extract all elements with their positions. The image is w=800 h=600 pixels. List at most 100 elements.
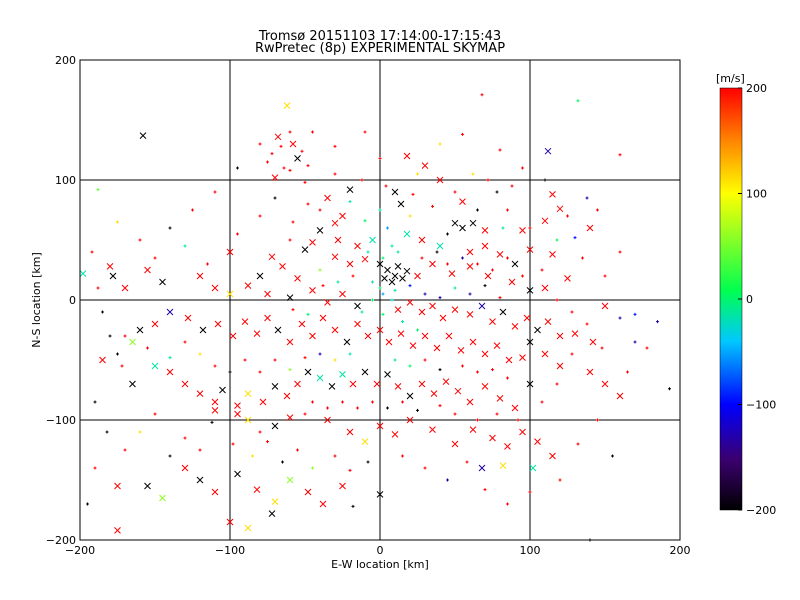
data-point — [486, 178, 490, 182]
data-point — [409, 342, 417, 349]
data-point — [386, 226, 389, 230]
data-point — [549, 452, 556, 460]
data-point — [101, 310, 104, 314]
data-point — [346, 428, 354, 436]
data-point — [298, 320, 306, 328]
y-tick-label: 200 — [55, 54, 76, 67]
data-point — [348, 468, 352, 472]
data-point — [521, 274, 524, 278]
data-point — [393, 358, 397, 362]
data-point — [289, 140, 297, 148]
data-point — [286, 294, 294, 301]
data-point — [270, 152, 274, 156]
data-point — [378, 208, 382, 212]
data-point — [611, 454, 614, 458]
data-point — [331, 219, 339, 227]
data-point — [348, 200, 352, 204]
data-point — [505, 356, 513, 364]
x-tick-label: 100 — [520, 544, 541, 557]
data-point — [376, 326, 384, 334]
data-point — [114, 527, 121, 534]
data-point — [228, 370, 232, 374]
data-point — [226, 290, 234, 298]
data-point — [196, 476, 204, 484]
data-point — [259, 398, 267, 406]
data-point — [499, 462, 507, 469]
data-point — [159, 494, 166, 502]
data-point — [429, 260, 436, 268]
data-point — [445, 332, 453, 340]
data-point — [346, 186, 354, 193]
data-point — [93, 400, 97, 404]
data-point — [581, 256, 584, 260]
data-point — [378, 156, 382, 160]
data-point — [333, 144, 337, 148]
data-point — [86, 502, 89, 506]
y-tick-label: −200 — [46, 534, 76, 547]
data-point — [381, 275, 388, 282]
data-point — [498, 296, 502, 300]
data-point — [429, 302, 436, 310]
grid-lines — [80, 60, 680, 540]
data-point — [244, 524, 252, 532]
data-point — [483, 284, 487, 288]
data-point — [196, 272, 204, 280]
data-point — [429, 426, 436, 433]
colorbar-tick-label: −200 — [746, 504, 776, 517]
data-point — [144, 482, 151, 490]
data-point — [469, 219, 477, 227]
colorbar-label: [m/s] — [716, 72, 745, 85]
data-point — [168, 454, 172, 458]
data-point — [251, 454, 254, 458]
data-point — [349, 380, 357, 388]
data-point — [573, 236, 577, 240]
data-point — [181, 380, 189, 388]
data-point — [326, 406, 329, 410]
data-point — [256, 272, 264, 280]
data-point — [481, 350, 489, 358]
data-point — [244, 282, 252, 289]
data-point — [498, 148, 502, 152]
data-point — [451, 440, 459, 448]
data-points — [79, 93, 671, 542]
data-point — [183, 340, 187, 344]
data-point — [153, 412, 157, 416]
data-point — [438, 296, 442, 300]
data-point — [286, 414, 294, 421]
data-point — [79, 270, 87, 277]
data-point — [438, 368, 442, 372]
data-point — [309, 287, 316, 294]
data-point — [633, 340, 637, 344]
data-point — [384, 266, 391, 274]
data-point — [423, 358, 427, 362]
data-point — [451, 219, 459, 227]
data-point — [339, 212, 346, 220]
data-point — [386, 406, 389, 410]
data-point — [436, 176, 444, 184]
data-point — [324, 299, 331, 306]
data-point — [626, 370, 629, 374]
data-point — [555, 238, 559, 242]
data-point — [454, 387, 462, 395]
data-point — [541, 217, 549, 225]
data-point — [366, 460, 370, 464]
data-point — [116, 352, 119, 356]
colorbar-tick-label: −100 — [746, 399, 776, 412]
data-point — [396, 250, 400, 254]
data-point — [271, 498, 279, 505]
data-point — [480, 93, 484, 97]
x-tick-label: −100 — [215, 544, 245, 557]
data-point — [333, 172, 337, 176]
data-point — [198, 448, 202, 452]
data-point — [191, 208, 194, 212]
data-point — [266, 160, 269, 164]
data-point — [453, 190, 457, 194]
data-point — [206, 262, 209, 266]
data-point — [304, 488, 312, 496]
data-point — [397, 200, 405, 208]
data-point — [286, 476, 294, 484]
data-point — [556, 205, 564, 213]
data-point — [376, 260, 384, 268]
data-point — [558, 478, 562, 482]
